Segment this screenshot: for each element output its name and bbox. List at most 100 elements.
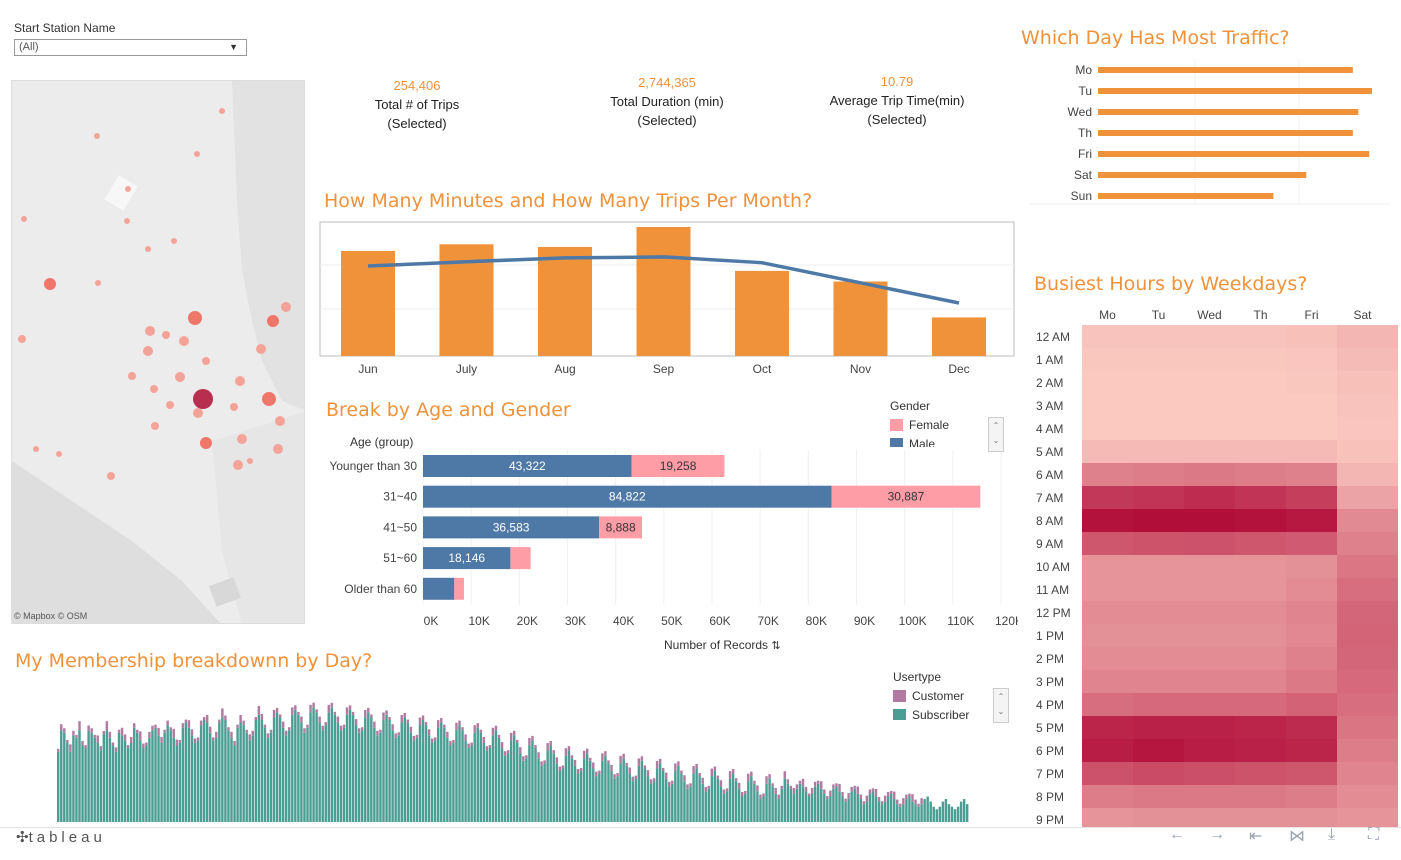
heat-cell[interactable] xyxy=(1337,739,1398,762)
subscriber-bar[interactable] xyxy=(327,712,330,822)
customer-bar[interactable] xyxy=(789,785,793,789)
subscriber-bar[interactable] xyxy=(199,725,203,822)
customer-bar[interactable] xyxy=(281,721,285,728)
subscriber-bar[interactable] xyxy=(102,734,106,822)
customer-bar[interactable] xyxy=(406,719,410,723)
customer-bar[interactable] xyxy=(306,724,309,728)
customer-bar[interactable] xyxy=(233,741,236,746)
heat-cell[interactable] xyxy=(1286,808,1337,827)
customer-bar[interactable] xyxy=(245,729,248,733)
subscriber-bar[interactable] xyxy=(710,776,714,822)
chevron-up-icon[interactable]: ⌃ xyxy=(997,692,1005,701)
customer-bar[interactable] xyxy=(437,720,440,728)
share-icon[interactable]: ⋈ xyxy=(1289,828,1305,845)
heat-cell[interactable] xyxy=(1082,532,1133,555)
customer-bar[interactable] xyxy=(503,751,507,756)
usertype-legend-scroller[interactable]: ⌃ ⌄ xyxy=(993,688,1009,723)
customer-bar[interactable] xyxy=(771,783,774,787)
subscriber-bar[interactable] xyxy=(278,717,282,822)
customer-bar[interactable] xyxy=(479,729,482,733)
subscriber-bar[interactable] xyxy=(309,712,312,822)
customer-bar[interactable] xyxy=(345,707,349,715)
customer-bar[interactable] xyxy=(750,771,753,777)
heat-cell[interactable] xyxy=(1082,417,1133,440)
customer-bar[interactable] xyxy=(813,781,817,787)
customer-bar[interactable] xyxy=(126,745,130,749)
subscriber-bar[interactable] xyxy=(482,742,486,822)
customer-bar[interactable] xyxy=(601,753,604,761)
subscriber-bar[interactable] xyxy=(93,737,96,822)
heat-cell[interactable] xyxy=(1184,762,1235,785)
subscriber-bar[interactable] xyxy=(212,740,215,822)
station-dot[interactable] xyxy=(262,392,276,406)
chevron-down-icon[interactable]: ⌄ xyxy=(997,707,1005,716)
customer-bar[interactable] xyxy=(801,778,805,787)
subscriber-bar[interactable] xyxy=(281,727,285,822)
subscriber-bar[interactable] xyxy=(619,763,622,822)
customer-bar[interactable] xyxy=(637,758,641,766)
heat-cell[interactable] xyxy=(1184,716,1235,739)
customer-bar[interactable] xyxy=(209,726,212,733)
customer-bar[interactable] xyxy=(303,728,306,733)
subscriber-bar[interactable] xyxy=(792,793,796,822)
subscriber-bar[interactable] xyxy=(291,714,294,822)
download-icon[interactable]: ⤓ xyxy=(1328,826,1336,843)
subscriber-bar[interactable] xyxy=(929,801,932,822)
customer-bar[interactable] xyxy=(315,709,318,713)
station-dot[interactable] xyxy=(233,460,243,470)
subscriber-bar[interactable] xyxy=(519,753,522,822)
male-bar[interactable] xyxy=(423,547,511,570)
customer-bar[interactable] xyxy=(379,729,382,733)
subscriber-bar[interactable] xyxy=(595,776,598,822)
customer-bar[interactable] xyxy=(172,728,175,738)
customer-bar[interactable] xyxy=(701,777,704,784)
subscriber-bar[interactable] xyxy=(406,722,410,822)
heat-cell[interactable] xyxy=(1235,509,1286,532)
customer-bar[interactable] xyxy=(224,715,227,721)
heat-cell[interactable] xyxy=(1286,601,1337,624)
customer-bar[interactable] xyxy=(294,705,297,710)
customer-bar[interactable] xyxy=(452,739,455,743)
subscriber-bar[interactable] xyxy=(771,786,774,822)
subscriber-bar[interactable] xyxy=(424,725,428,822)
customer-bar[interactable] xyxy=(850,786,853,792)
subscriber-bar[interactable] xyxy=(376,735,379,822)
customer-bar[interactable] xyxy=(561,765,565,769)
subscriber-bar[interactable] xyxy=(269,732,273,822)
subscriber-bar[interactable] xyxy=(725,791,729,822)
subscriber-bar[interactable] xyxy=(604,755,607,822)
subscriber-bar[interactable] xyxy=(747,781,750,822)
subscriber-bar[interactable] xyxy=(227,730,230,822)
customer-bar[interactable] xyxy=(886,792,890,797)
subscriber-bar[interactable] xyxy=(409,732,413,822)
customer-bar[interactable] xyxy=(227,727,230,731)
subscriber-bar[interactable] xyxy=(634,778,638,822)
customer-bar[interactable] xyxy=(364,709,367,718)
customer-bar[interactable] xyxy=(917,803,920,807)
subscriber-bar[interactable] xyxy=(473,732,476,822)
customer-bar[interactable] xyxy=(753,780,756,784)
station-dot[interactable] xyxy=(202,357,210,365)
day-bar[interactable] xyxy=(1098,193,1274,199)
customer-bar[interactable] xyxy=(804,786,808,792)
customer-bar[interactable] xyxy=(585,748,589,754)
subscriber-bar[interactable] xyxy=(142,748,145,822)
subscriber-bar[interactable] xyxy=(707,788,710,822)
customer-bar[interactable] xyxy=(534,745,537,749)
subscriber-bar[interactable] xyxy=(108,737,112,822)
heat-cell[interactable] xyxy=(1235,440,1286,463)
subscriber-bar[interactable] xyxy=(193,742,197,822)
customer-bar[interactable] xyxy=(278,714,282,718)
subscriber-bar[interactable] xyxy=(768,778,771,822)
customer-bar[interactable] xyxy=(105,721,109,731)
subscriber-bar[interactable] xyxy=(637,765,641,822)
heat-cell[interactable] xyxy=(1082,670,1133,693)
subscriber-bar[interactable] xyxy=(497,737,501,822)
heat-cell[interactable] xyxy=(1082,555,1133,578)
customer-bar[interactable] xyxy=(780,785,783,789)
heat-cell[interactable] xyxy=(1082,463,1133,486)
subscriber-bar[interactable] xyxy=(810,793,814,822)
subscriber-bar[interactable] xyxy=(698,776,701,822)
customer-bar[interactable] xyxy=(695,763,698,769)
customer-bar[interactable] xyxy=(835,783,838,787)
